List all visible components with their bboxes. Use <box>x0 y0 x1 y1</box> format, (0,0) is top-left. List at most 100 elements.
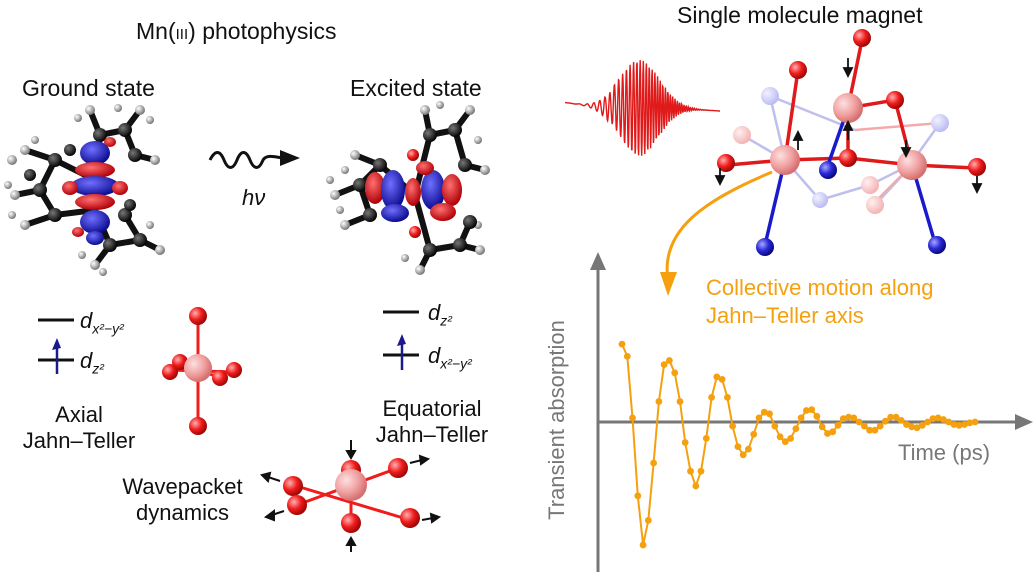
data-point <box>708 394 715 401</box>
data-point <box>713 373 721 381</box>
orbital-sub: x²−y² <box>440 355 472 372</box>
data-point <box>876 422 884 430</box>
data-point <box>797 414 805 422</box>
y-axis-label: Transient absorption <box>544 320 569 520</box>
smm-cluster <box>714 29 986 256</box>
orbital-base: d <box>428 343 441 368</box>
annotation-line2: Jahn–Teller axis <box>706 303 864 328</box>
axial-jt-label: Axial Jahn–Teller <box>14 402 144 454</box>
data-point <box>803 407 810 414</box>
data-point <box>623 353 631 360</box>
data-point <box>813 412 821 420</box>
data-point <box>650 459 657 467</box>
data-point <box>934 414 942 422</box>
orbital-sub: x²−y² <box>92 320 124 337</box>
data-point <box>671 369 679 377</box>
orbital-sub: z² <box>92 360 104 377</box>
wavepacket-label: Wavepacket dynamics <box>100 474 265 526</box>
data-point <box>676 398 684 405</box>
data-point <box>681 439 689 446</box>
ground-orbital-lobes <box>62 137 128 245</box>
laser-pulse <box>565 60 720 156</box>
data-point <box>929 415 937 423</box>
axial-line2: Jahn–Teller <box>22 428 136 453</box>
data-point <box>634 492 642 500</box>
left-title-prefix: Mn( <box>136 18 176 44</box>
data-point <box>655 398 663 405</box>
data-point <box>855 418 863 426</box>
collective-motion-annotation: Collective motion along Jahn–Teller axis <box>706 274 933 330</box>
data-point <box>639 541 647 549</box>
data-point <box>924 418 931 426</box>
data-point <box>724 394 731 401</box>
axial-line1: Axial <box>55 402 103 427</box>
data-point <box>940 416 947 423</box>
excited-lower-orbital-label: dx²−y² <box>428 343 472 371</box>
data-point <box>839 415 847 423</box>
data-point <box>861 422 868 430</box>
photon-wave-arrow <box>208 150 300 169</box>
data-point <box>792 425 800 432</box>
data-point <box>882 417 889 425</box>
orbital-base: d <box>428 300 441 325</box>
data-point <box>702 435 710 442</box>
excited-upper-orbital-label: dz² <box>428 300 452 328</box>
right-title: Single molecule magnet <box>677 2 923 28</box>
data-point <box>766 410 773 418</box>
photon-label: hν <box>242 185 265 210</box>
equatorial-line2: Jahn–Teller <box>375 422 489 447</box>
data-point <box>781 438 789 446</box>
data-point <box>918 421 926 429</box>
data-point <box>945 418 953 426</box>
data-point <box>629 414 636 422</box>
data-point <box>771 422 779 430</box>
data-point <box>829 428 837 436</box>
data-point <box>961 421 968 428</box>
data-point <box>966 419 974 427</box>
data-point <box>866 426 873 434</box>
orbital-sub: z² <box>440 312 452 329</box>
collective-motion-arrow <box>660 170 773 296</box>
data-point <box>692 482 700 490</box>
data-point <box>913 424 921 432</box>
data-point <box>745 445 752 453</box>
y-axis-arrowhead <box>590 252 606 270</box>
data-point <box>750 430 758 438</box>
data-point <box>808 406 816 414</box>
data-point <box>950 421 958 428</box>
ground-state-molecule <box>4 104 165 276</box>
axial-octahedron <box>162 307 242 435</box>
data-point <box>729 422 736 430</box>
excited-orbital-levels <box>383 310 419 370</box>
ground-lower-orbital-label: dz² <box>80 348 104 376</box>
data-point <box>734 443 742 450</box>
x-axis-arrowhead <box>1015 414 1033 430</box>
data-point <box>871 426 879 434</box>
equatorial-line1: Equatorial <box>382 396 482 421</box>
data-point <box>739 451 747 459</box>
data-point <box>697 467 705 475</box>
data-point <box>845 413 852 421</box>
x-axis-label: Time (ps) <box>898 440 990 465</box>
data-point <box>850 414 858 422</box>
data-point <box>660 361 668 368</box>
data-point <box>618 340 626 348</box>
ground-orbital-levels <box>38 318 74 374</box>
data-point <box>897 417 905 424</box>
data-point <box>718 376 726 383</box>
excited-state-molecule <box>326 101 490 275</box>
orbital-base: d <box>80 348 93 373</box>
transient-absorption-chart: Time (ps) Transient absorption <box>544 252 1033 572</box>
data-point <box>787 435 794 442</box>
data-point <box>887 413 895 421</box>
data-point <box>955 421 963 429</box>
data-point <box>644 517 652 524</box>
left-title: Mn(III) photophysics <box>136 18 336 45</box>
data-point <box>687 467 694 475</box>
data-point <box>834 421 842 429</box>
ground-upper-orbital-label: dx²−y² <box>80 308 124 336</box>
data-point <box>971 418 979 426</box>
data-point <box>760 408 768 416</box>
wavepacket-octahedron <box>260 440 442 552</box>
